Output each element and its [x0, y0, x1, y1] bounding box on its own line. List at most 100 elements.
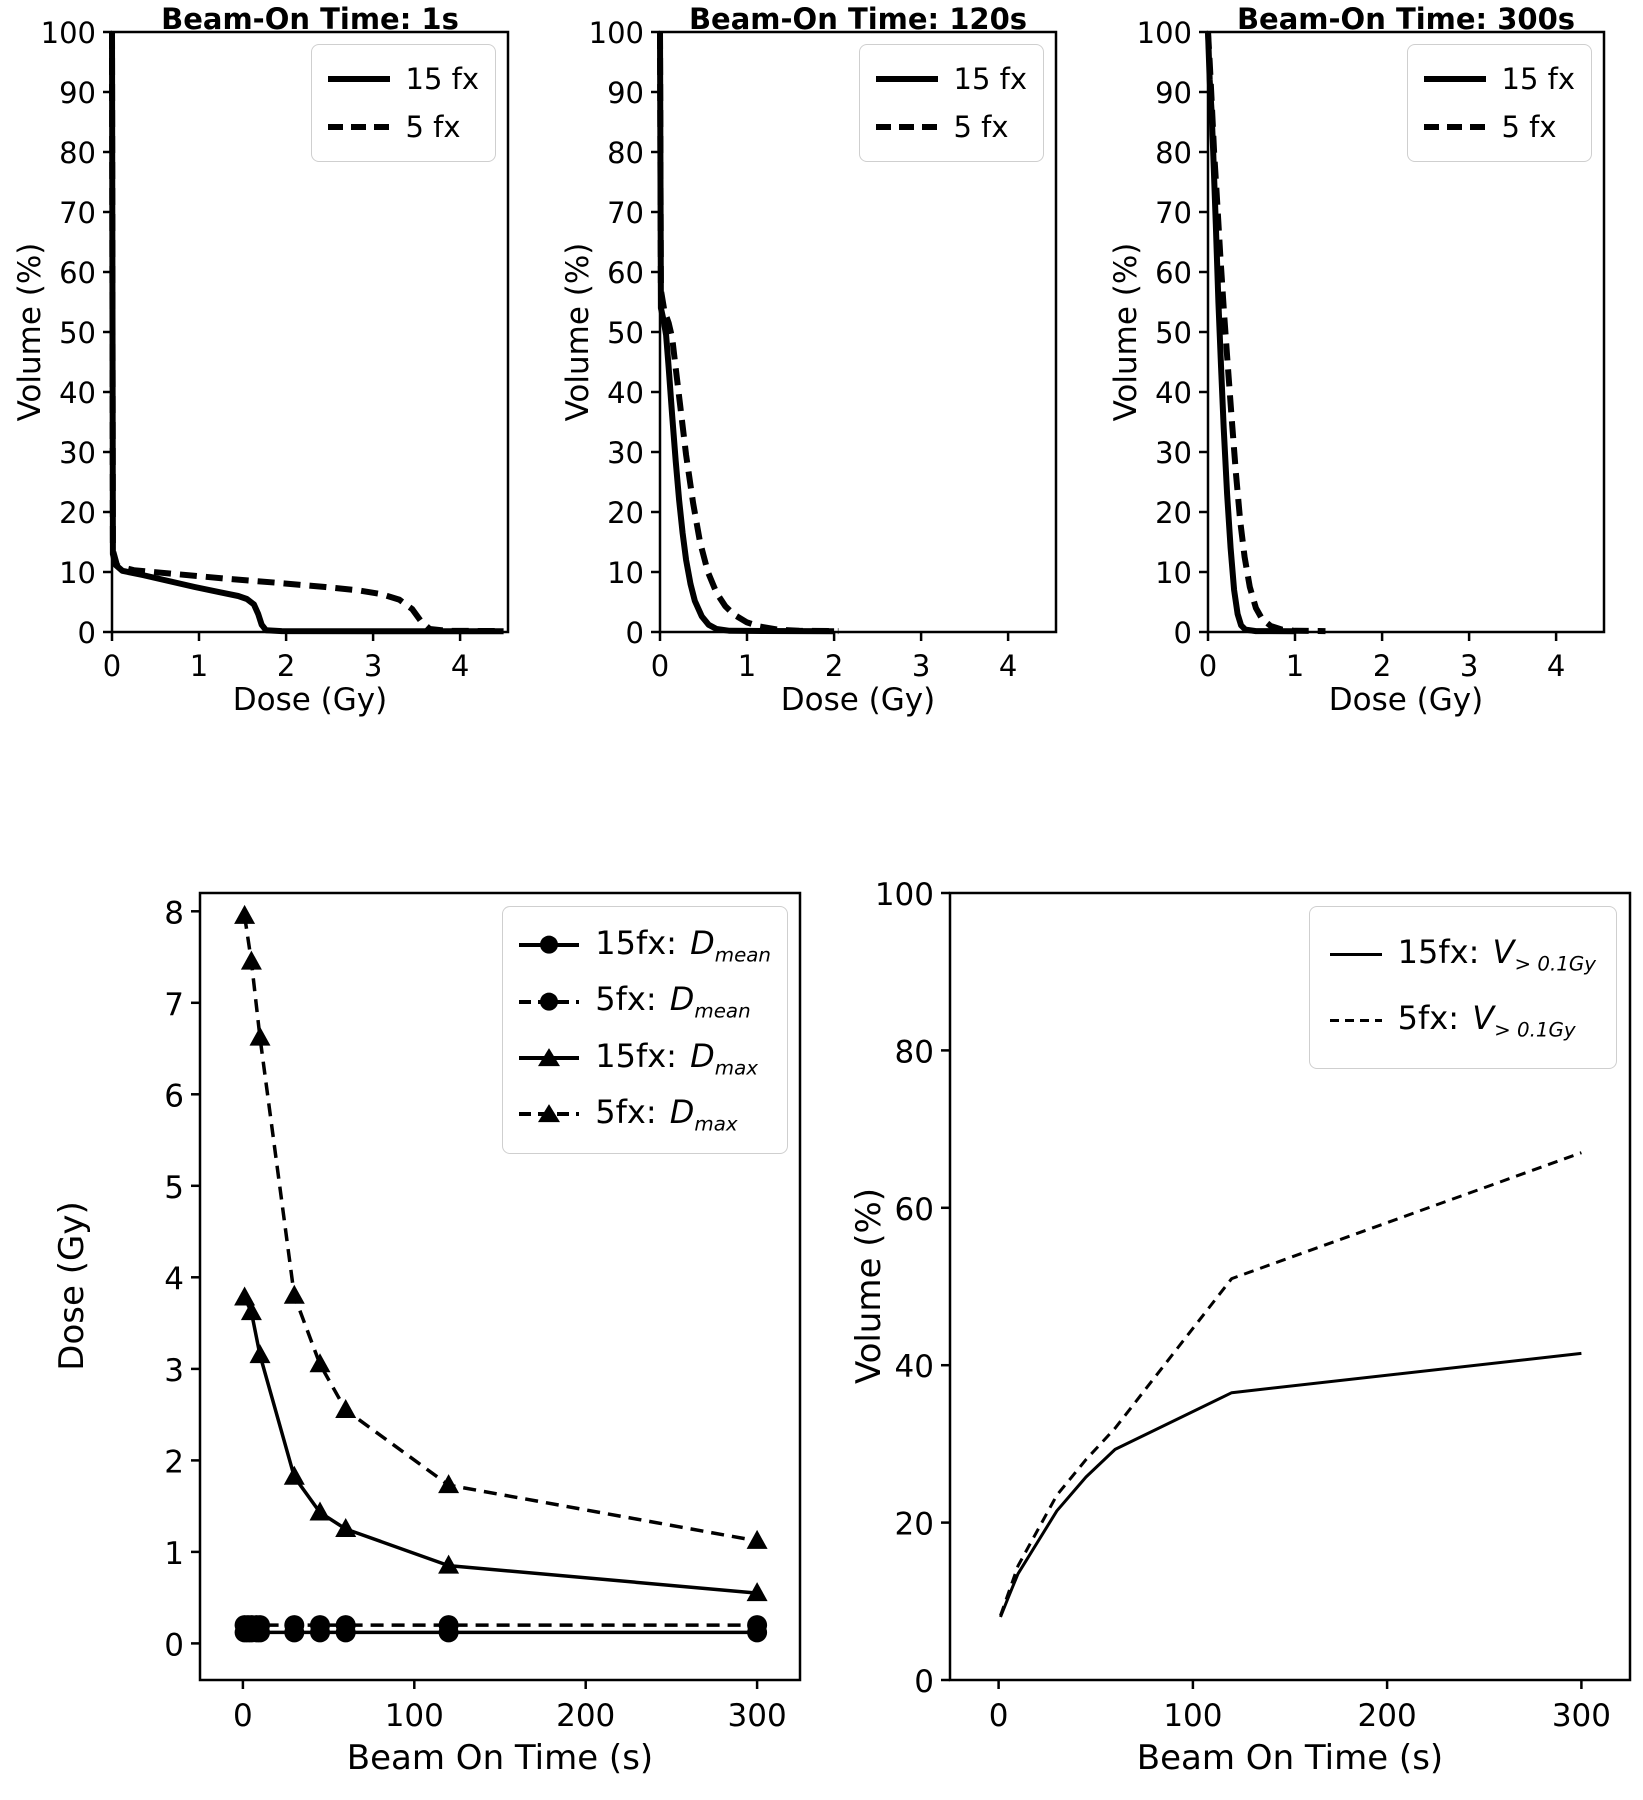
- triangle-marker-icon: [538, 1104, 561, 1123]
- y-tick-label: 6: [164, 1078, 184, 1114]
- marker-triangle: [309, 1353, 331, 1373]
- y-tick-label: 40: [1155, 376, 1192, 410]
- y-tick-label: 80: [895, 1034, 934, 1070]
- y-tick-label: 90: [59, 76, 96, 110]
- circle-marker-icon: [540, 992, 559, 1011]
- legend: 15 fx 5 fx: [858, 44, 1044, 162]
- y-tick-label: 0: [78, 616, 96, 650]
- marker-triangle: [249, 1344, 271, 1364]
- y-tick-label: 70: [1155, 196, 1192, 230]
- legend: 15 fx 5 fx: [310, 44, 496, 162]
- legend-prefix: 15fx:: [595, 924, 688, 962]
- y-tick-label: 0: [626, 616, 644, 650]
- legend-entry: 5 fx: [1423, 103, 1576, 151]
- x-tick-label: 4: [1547, 649, 1565, 683]
- series-15fx: [657, 31, 835, 635]
- x-tick-label: 1: [190, 649, 208, 683]
- x-axis-label: Beam On Time (s): [346, 1738, 654, 1778]
- solid-triangle-sample: [519, 1048, 580, 1067]
- legend-prefix: 15fx:: [1397, 933, 1490, 971]
- plot-area: [948, 891, 1632, 1682]
- x-tick-label: 3: [912, 649, 930, 683]
- legend-subscript: max: [694, 1112, 738, 1136]
- panel-title: Beam-On Time: 120s: [688, 2, 1028, 36]
- y-tick-label: 4: [164, 1261, 184, 1297]
- y-tick-label: 90: [607, 76, 644, 110]
- y-tick-label: 2: [164, 1444, 184, 1480]
- marker-triangle: [746, 1582, 768, 1602]
- x-tick-label: 300: [1552, 1698, 1611, 1734]
- y-tick-label: 10: [1155, 556, 1192, 590]
- legend-label: 15 fx: [405, 62, 480, 96]
- y-tick-label: 100: [875, 877, 934, 913]
- marker-triangle: [438, 1554, 460, 1574]
- x-tick-label: 0: [1199, 649, 1217, 683]
- y-tick-label: 30: [59, 436, 96, 470]
- marker-triangle: [335, 1399, 357, 1418]
- legend-subscript: > 0.1Gy: [1494, 1018, 1576, 1042]
- series-15fx-V: [999, 1351, 1582, 1618]
- y-tick-label: 60: [895, 1192, 934, 1228]
- x-tick-label: 4: [451, 649, 469, 683]
- solid-line-sample: [1329, 952, 1382, 956]
- y-tick-label: 30: [607, 436, 644, 470]
- marker-circle: [335, 1622, 356, 1643]
- y-tick-label: 60: [1155, 256, 1192, 290]
- legend-entry: 15 fx: [875, 55, 1028, 103]
- y-tick-label: 20: [59, 496, 96, 530]
- y-tick-label: 90: [1155, 76, 1192, 110]
- legend-subscript: mean: [714, 943, 771, 967]
- x-axis-label: Dose (Gy): [232, 682, 388, 718]
- volume-metric-chart: 0 100 200 300 0 20 40 60 80 100: [875, 877, 1632, 1734]
- series-5fx-Dmax: [242, 915, 758, 1543]
- x-tick-label: 0: [989, 1698, 1009, 1734]
- y-tick-label: 50: [607, 316, 644, 350]
- y-tick-label: 70: [607, 196, 644, 230]
- y-tick-label: 100: [1137, 16, 1192, 50]
- y-tick-label: 5: [164, 1170, 184, 1206]
- dashed-triangle-sample: [519, 1104, 580, 1123]
- legend-subscript: max: [714, 1056, 758, 1080]
- marker-triangle: [438, 1474, 460, 1494]
- y-tick-label: 0: [164, 1627, 184, 1663]
- volume-vs-time-panel: Volume (%) 0 100 200 300 0 20 40 60 80 100 Beam O…: [823, 860, 1643, 1800]
- dashed-line-sample: [1423, 124, 1486, 130]
- y-tick-label: 40: [59, 376, 96, 410]
- series-5fx-V: [999, 1151, 1582, 1616]
- panel-title: Beam-On Time: 1s: [161, 2, 459, 36]
- y-tick-label: 70: [59, 196, 96, 230]
- series-5fx: [1205, 31, 1326, 635]
- series-5fx: [109, 31, 504, 635]
- series-15fx: [1205, 31, 1296, 635]
- marker-triangle: [746, 1529, 768, 1549]
- legend: 15fx: V> 0.1Gy 5fx: V> 0.1Gy: [1308, 906, 1617, 1069]
- x-tick-label: 3: [364, 649, 382, 683]
- solid-circle-sample: [519, 935, 580, 954]
- legend-entry: 15fx: V> 0.1Gy: [1329, 921, 1596, 987]
- legend-prefix: 5fx:: [1397, 999, 1470, 1038]
- dashed-line-sample: [1329, 1019, 1382, 1023]
- y-tick-label: 100: [41, 16, 96, 50]
- marker-circle: [310, 1622, 330, 1643]
- solid-line-sample: [1423, 76, 1486, 82]
- circle-marker-icon: [540, 935, 559, 954]
- solid-line-sample: [875, 76, 938, 82]
- legend-label: 5 fx: [953, 110, 1009, 144]
- marker-triangle: [309, 1501, 331, 1521]
- marker-circle: [250, 1622, 270, 1643]
- marker-triangle: [234, 904, 256, 924]
- panel-title: Beam-On Time: 300s: [1236, 2, 1576, 36]
- y-tick-label: 1: [164, 1536, 184, 1572]
- marker-circle: [438, 1622, 459, 1643]
- x-tick-label: 100: [385, 1698, 444, 1734]
- legend-prefix: 5fx:: [595, 1093, 667, 1132]
- legend-prefix: 15fx:: [595, 1036, 688, 1075]
- dashed-line-sample: [875, 124, 938, 130]
- legend-label: 5 fx: [1501, 110, 1557, 144]
- legend-label: 15 fx: [953, 62, 1028, 96]
- y-tick-label: 80: [607, 136, 644, 170]
- plot-area: [198, 891, 802, 1682]
